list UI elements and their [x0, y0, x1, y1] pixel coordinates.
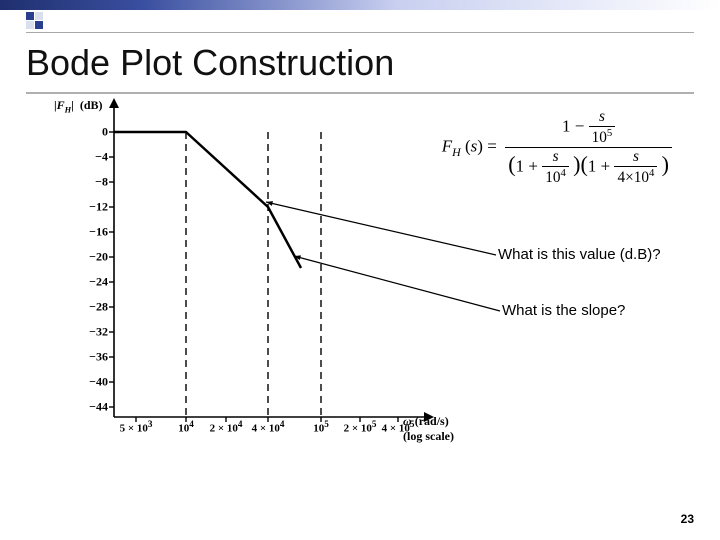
x-tick-label: 2 × 105: [344, 419, 377, 435]
transfer-function-formula: FH (s) = 1 − s 105 (1 + s 104 )(1 + s 4×…: [442, 108, 672, 187]
x-tick-label: 2 × 104: [210, 419, 243, 435]
x-tick-label: 5 × 103: [120, 419, 153, 435]
slide-title: Bode Plot Construction: [26, 42, 394, 84]
y-tick-label: −32: [74, 325, 108, 340]
corner-block-icon: [26, 12, 44, 30]
page-number: 23: [681, 512, 694, 526]
annotation-text: What is this value (d.B)?: [498, 246, 661, 263]
y-tick-label: −28: [74, 300, 108, 315]
y-tick-label: −8: [74, 175, 108, 190]
top-accent-bar: [0, 0, 720, 10]
x-tick-label: 104: [178, 419, 194, 435]
y-tick-label: −16: [74, 225, 108, 240]
y-axis-label: |FH| (dB): [54, 98, 103, 114]
y-tick-label: −20: [74, 250, 108, 265]
y-tick-label: −36: [74, 350, 108, 365]
bode-plot-chart: |FH| (dB) ω (rad/s)(log scale) 0−4−8−12−…: [36, 98, 436, 468]
y-tick-label: −12: [74, 200, 108, 215]
y-tick-label: −44: [74, 400, 108, 415]
x-tick-label: 4 × 104: [252, 419, 285, 435]
x-tick-label: 4 × 105: [382, 419, 415, 435]
annotation-text: What is the slope?: [502, 302, 625, 319]
y-tick-label: −40: [74, 375, 108, 390]
y-tick-label: 0: [74, 125, 108, 140]
x-tick-label: 105: [313, 419, 329, 435]
y-tick-label: −4: [74, 150, 108, 165]
title-underline: [26, 92, 694, 94]
y-tick-label: −24: [74, 275, 108, 290]
header-divider: [26, 32, 694, 33]
